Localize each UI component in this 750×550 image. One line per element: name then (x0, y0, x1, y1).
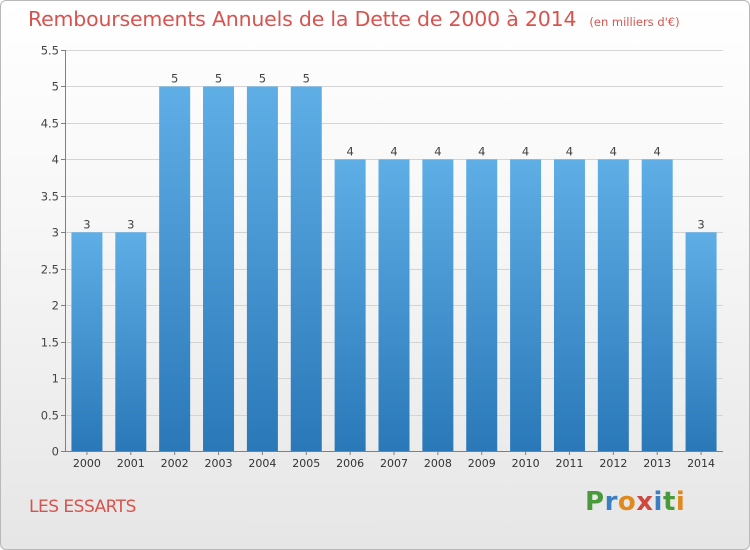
bar-value-label: 5 (215, 71, 222, 85)
logo-letter: o (617, 487, 637, 517)
y-tick-label: 5 (52, 80, 59, 94)
x-tick-label: 2000 (73, 457, 101, 470)
x-tick-label: 2014 (687, 457, 715, 470)
y-tick-label: 3.5 (41, 190, 59, 204)
y-tick-label: 2 (52, 299, 59, 313)
x-tick-label: 2003 (205, 457, 233, 470)
y-tick-label: 3 (52, 226, 59, 240)
bar-value-label: 4 (610, 144, 617, 158)
y-tick-label: 0 (52, 445, 59, 459)
bar-2008 (422, 159, 454, 451)
x-tick-label: 2006 (336, 457, 364, 470)
x-tick-label: 2004 (248, 457, 276, 470)
y-tick-label: 1 (52, 372, 59, 386)
x-tick-label: 2002 (161, 457, 189, 470)
logo-letter: i (653, 487, 663, 517)
bar-value-label: 3 (83, 217, 90, 231)
proxiti-logo: Proxiti (585, 487, 685, 517)
x-tick-label: 2005 (292, 457, 320, 470)
bar-value-label: 3 (697, 217, 704, 231)
x-tick-label: 2011 (555, 457, 583, 470)
y-tick-label: 5.5 (41, 44, 59, 58)
x-tick-label: 2013 (643, 457, 671, 470)
logo-letter: r (604, 487, 618, 517)
bar-2007 (378, 159, 410, 451)
bar-2005 (290, 86, 322, 452)
bar-value-label: 4 (478, 144, 485, 158)
bar-value-label: 4 (522, 144, 529, 158)
bar-value-label: 4 (346, 144, 353, 158)
bar-value-label: 5 (259, 71, 266, 85)
bar-2002 (159, 86, 191, 452)
commune-name: LES ESSARTS (29, 497, 136, 517)
bar-2013 (641, 159, 673, 451)
x-tick-label: 2007 (380, 457, 408, 470)
bar-value-label: 5 (171, 71, 178, 85)
bar-value-label: 4 (390, 144, 397, 158)
logo-letter: i (675, 487, 686, 517)
x-tick-label: 2009 (468, 457, 496, 470)
x-tick-label: 2010 (512, 457, 540, 470)
y-tick-label: 2.5 (41, 263, 59, 277)
bar-2006 (334, 159, 366, 451)
x-tick-label: 2012 (599, 457, 627, 470)
bar-value-label: 4 (654, 144, 661, 158)
x-tick-label: 2001 (117, 457, 145, 470)
y-tick-label: 4.5 (41, 117, 59, 131)
bar-2004 (246, 86, 278, 452)
x-tick-label: 2008 (424, 457, 452, 470)
bar-value-label: 4 (434, 144, 441, 158)
bar-2009 (466, 159, 498, 451)
bar-2001 (115, 232, 147, 451)
bar-2000 (71, 232, 103, 451)
bar-2003 (203, 86, 235, 452)
bar-2010 (510, 159, 542, 451)
chart-title: Remboursements Annuels de la Dette de 20… (28, 7, 577, 31)
logo-letter: t (662, 487, 676, 517)
bar-value-label: 4 (566, 144, 573, 158)
logo-letter: x (636, 487, 654, 517)
y-tick-label: 0.5 (41, 409, 59, 423)
y-tick-label: 1.5 (41, 336, 59, 350)
bar-value-label: 3 (127, 217, 134, 231)
title-row: Remboursements Annuels de la Dette de 20… (28, 7, 680, 31)
bar-value-label: 5 (303, 71, 310, 85)
chart-subtitle: (en milliers d'€) (589, 15, 680, 29)
y-tick-label: 4 (52, 153, 59, 167)
bar-2012 (597, 159, 629, 451)
logo-letter: P (585, 487, 605, 517)
bar-2014 (685, 232, 717, 451)
bar-2011 (553, 159, 585, 451)
